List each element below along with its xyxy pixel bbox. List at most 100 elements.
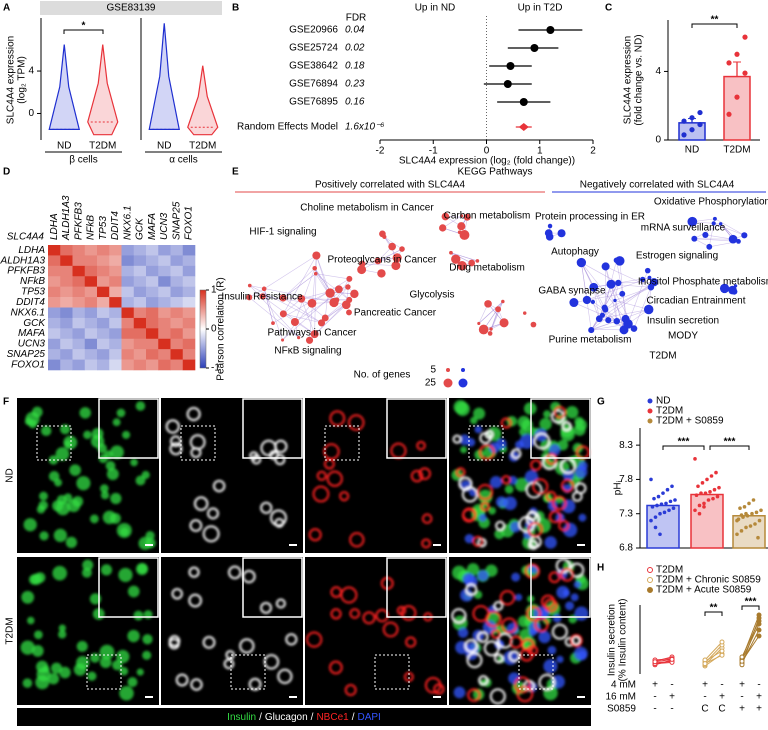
heatmap-cell — [182, 317, 196, 329]
row-label: ND — [5, 468, 16, 482]
network-node — [576, 257, 587, 268]
cell — [514, 676, 531, 694]
heatmap-cell — [60, 328, 73, 340]
network-edge — [314, 304, 347, 335]
data-point — [756, 627, 762, 633]
cell — [99, 484, 109, 493]
cell — [493, 600, 504, 611]
data-point — [649, 518, 653, 523]
micrograph — [161, 398, 303, 553]
data-point — [717, 485, 721, 490]
network-node — [345, 284, 351, 290]
cell — [458, 476, 473, 491]
cell — [557, 439, 569, 451]
data-point — [702, 505, 706, 509]
cell — [65, 536, 78, 548]
network-node — [305, 336, 314, 344]
data-point — [673, 498, 677, 502]
heatmap-cell — [48, 255, 61, 267]
cell — [39, 531, 49, 541]
cell — [188, 593, 202, 608]
condition-value: - — [703, 692, 706, 703]
cell — [326, 470, 343, 487]
network-edge — [450, 252, 472, 264]
heatmap-cell — [158, 297, 171, 308]
cell — [578, 513, 587, 522]
panel-label: A — [3, 3, 10, 14]
heatmap-cell — [133, 307, 147, 319]
cell — [122, 430, 131, 439]
cell — [548, 444, 561, 456]
cell — [529, 628, 537, 637]
network-node — [605, 317, 612, 324]
network-edge — [282, 273, 316, 299]
y-tick-label: 6.8 — [619, 543, 633, 554]
heatmap-cell — [109, 338, 122, 350]
heatmap-cell — [109, 317, 122, 329]
cell — [545, 490, 557, 502]
network-node — [279, 310, 287, 318]
inset — [386, 557, 447, 618]
cell — [488, 507, 496, 515]
heatmap-cell — [60, 317, 73, 329]
cell — [69, 464, 81, 477]
network-node — [544, 229, 553, 237]
cell — [347, 414, 365, 431]
cell — [79, 407, 91, 419]
network-node — [719, 283, 730, 294]
data-point — [699, 491, 703, 495]
cell — [22, 678, 33, 688]
cell — [453, 400, 468, 414]
legend-marker — [647, 418, 653, 424]
section-header: Negatively correlated with SLC4A4 — [580, 180, 735, 191]
cell — [145, 531, 155, 541]
network-edge — [586, 277, 650, 301]
heatmap-cell — [84, 286, 98, 298]
cell — [544, 598, 558, 612]
heatmap-cell — [121, 297, 135, 308]
heatmap-cell — [84, 359, 98, 371]
heatmap-cell — [84, 245, 98, 256]
cell — [543, 659, 558, 674]
cell — [308, 528, 322, 542]
heatmap-cell — [121, 286, 135, 298]
cells — [20, 559, 153, 701]
network-node — [246, 294, 253, 301]
cell — [171, 588, 183, 600]
pathway-label: Choline metabolism in Cancer — [300, 203, 434, 214]
network-node — [346, 275, 353, 282]
cell — [532, 478, 549, 495]
panel-label: D — [3, 167, 10, 178]
pathway-label: Pathways in Cancer — [268, 328, 358, 339]
cell — [212, 479, 226, 493]
heatmap-cell — [170, 307, 184, 319]
cell — [340, 586, 358, 604]
heatmap-cell — [109, 349, 122, 360]
cell — [527, 522, 543, 538]
cell — [91, 427, 104, 440]
y-axis-label: pHᵢ — [613, 480, 624, 495]
cell — [569, 634, 583, 647]
cell — [484, 429, 494, 440]
data-point — [700, 481, 705, 485]
network-edge — [263, 288, 274, 324]
paired-line — [654, 660, 673, 664]
network-node — [582, 295, 592, 305]
heatmap-cell — [60, 276, 73, 287]
network-node — [261, 286, 267, 292]
y-tick-label: 4 — [655, 66, 661, 77]
heatmap-cell — [48, 307, 61, 319]
zoom-box — [86, 654, 122, 690]
network-node — [733, 284, 738, 288]
network-node — [590, 299, 596, 305]
network-node — [477, 321, 481, 326]
network-edge — [263, 288, 283, 341]
heatmap-cell — [158, 328, 171, 340]
cell — [489, 476, 503, 489]
heatmap-cell — [146, 255, 159, 267]
cell — [539, 417, 552, 431]
cell — [175, 673, 189, 687]
heatmap-cell — [158, 276, 171, 287]
inset — [98, 398, 159, 459]
